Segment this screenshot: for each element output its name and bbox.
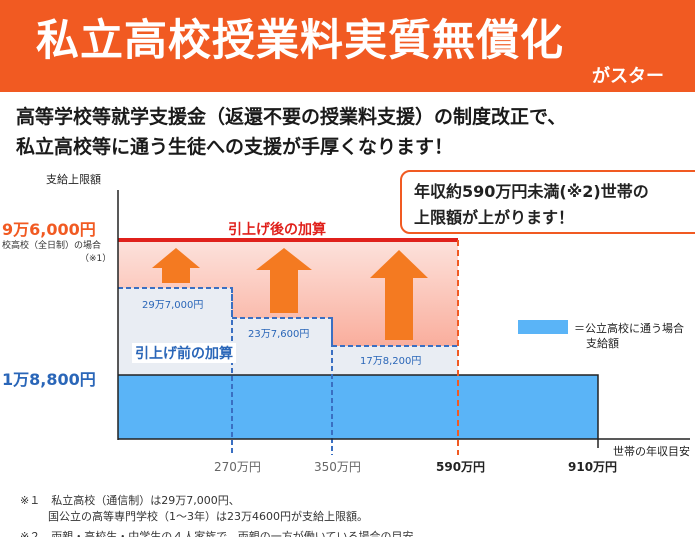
callout-line-2: 上限額が上がります！	[414, 208, 575, 227]
public-base-outline	[118, 374, 599, 439]
step-label-1: 29万7,000円	[142, 300, 204, 311]
after-increase-label: 引上げ後の加算	[228, 222, 326, 238]
step-label-3: 17万8,200円	[360, 356, 422, 367]
legend-text-2: 支給額	[586, 337, 619, 350]
y-axis-label: 支給上限額	[46, 173, 101, 186]
start-badge	[575, 58, 695, 92]
footnote-2: ※２ 両親・高校生・中学生の４人家族で、両親の一方が働いている場合の目安。	[20, 530, 425, 537]
x-tick-350: 350万円	[314, 460, 361, 474]
y-top-value: 9万6,000円	[2, 220, 96, 239]
footnote-1-line-1: ※１ 私立高校（通信制）は29万7,000円、	[20, 494, 240, 507]
lead-line-2: 私立高校等に通う生徒への支援が手厚くなります！	[16, 136, 454, 158]
y-base-value: 1万8,800円	[2, 370, 96, 389]
before-step-line	[118, 287, 458, 347]
increase-arrow-3	[370, 250, 428, 340]
legend-text-1: ＝公立高校に通う場合	[574, 322, 684, 335]
y-top-note-2: （※1）	[80, 254, 112, 264]
footnote-1-line-2: 国公立の高等専門学校（1～3年）は23万4600円が支給上限額。	[48, 510, 368, 523]
legend-swatch	[518, 320, 568, 334]
x-axis-label: 世帯の年収目安	[613, 445, 690, 458]
public-base-area	[118, 375, 598, 439]
x-tick-270: 270万円	[214, 460, 261, 474]
before-increase-label: 引上げ前の加算	[132, 343, 236, 363]
step-label-2: 23万7,600円	[248, 329, 310, 340]
x-tick-590: 590万円	[436, 460, 486, 474]
increase-arrow-2	[256, 248, 312, 313]
lead-line-1: 高等学校等就学支援金（返還不要の授業料支援）の制度改正で、	[16, 106, 567, 128]
x-tick-910: 910万円	[568, 460, 618, 474]
page-title: 私立高校授業料実質無償化	[36, 16, 564, 66]
increase-arrow-1	[152, 248, 200, 283]
callout-line-1: 年収約590万円未満(※2)世帯の	[414, 182, 649, 201]
y-top-note-1: 校高校（全日制）の場合	[2, 241, 102, 251]
start-badge-text: がスター	[592, 66, 664, 87]
callout-box	[400, 170, 695, 234]
